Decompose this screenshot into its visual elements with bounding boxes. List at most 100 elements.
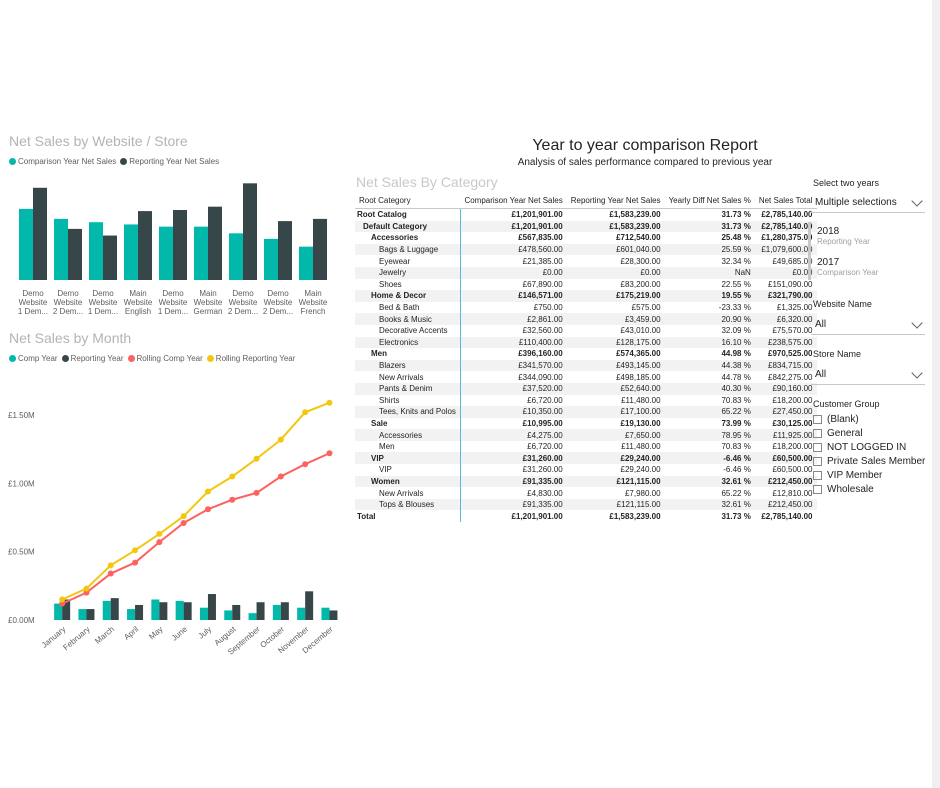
customer-group-option[interactable]: (Blank) [813,412,925,426]
customer-group-option[interactable]: General [813,426,925,440]
table-row[interactable]: Bags & Luggage £478,560.00 £601,040.00 25.5… [355,243,817,256]
bar-comparison[interactable] [229,233,243,280]
table-row[interactable]: Decorative Accents £32,560.00 £43,010.00 32… [355,324,817,337]
line-point[interactable] [326,399,333,406]
legend-item[interactable]: Rolling Comp Year [127,354,203,363]
month-bar[interactable] [329,610,338,620]
table-row[interactable]: VIP £31,260.00 £29,240.00 -6.46 % £60,500.00 [355,464,817,476]
month-bar[interactable] [280,602,289,620]
column-header[interactable]: Reporting Year Net Sales [566,192,665,209]
line-point[interactable] [229,473,236,480]
table-row[interactable]: Blazers £341,570.00 £493,145.00 44.38 % £834… [355,359,817,372]
table-row[interactable]: Eyewear £21,385.00 £28,300.00 32.34 % £49,68… [355,255,817,267]
month-bar[interactable] [224,610,233,620]
column-header[interactable]: Yearly Diff Net Sales % [664,192,755,209]
table-row[interactable]: New Arrivals £4,830.00 £7,980.00 65.22 % £12… [355,487,817,499]
month-bar[interactable] [272,604,281,620]
month-bar[interactable] [159,602,168,620]
bar-comparison[interactable] [194,226,208,280]
line-point[interactable] [204,506,211,513]
month-bar[interactable] [248,613,257,620]
line-point[interactable] [180,519,187,526]
store-slicer-dropdown[interactable]: All [811,365,925,385]
month-bar[interactable] [199,607,208,620]
line-point[interactable] [132,547,139,554]
line-point[interactable] [253,455,260,462]
line-point[interactable] [59,600,66,607]
month-bar[interactable] [127,609,136,620]
table-row[interactable]: Pants & Denim £37,520.00 £52,640.00 40.30 %… [355,382,817,395]
table-row[interactable]: Jewelry £0.00 £0.00 NaN £0.00 [355,266,817,279]
month-bar[interactable] [102,600,111,620]
line-point[interactable] [132,559,139,566]
month-bar[interactable] [175,600,184,620]
bar-reporting[interactable] [278,221,292,280]
table-row[interactable]: Shirts £6,720.00 £11,480.00 70.83 % £18,200.… [355,394,817,407]
month-bar[interactable] [207,594,216,620]
bar-reporting[interactable] [243,183,257,280]
bar-comparison[interactable] [299,246,313,280]
customer-group-option[interactable]: Private Sales Member [813,454,925,468]
line-point[interactable] [277,436,284,443]
year-slicer-dropdown[interactable]: Multiple selections [811,193,925,213]
month-bar[interactable] [305,591,314,620]
line-point[interactable] [204,488,211,495]
line-point[interactable] [180,513,187,520]
legend-item[interactable]: Reporting Year Net Sales [120,157,219,166]
month-bar[interactable] [151,599,160,621]
line-point[interactable] [83,585,90,592]
bar-reporting[interactable] [103,235,117,280]
customer-group-option[interactable]: NOT LOGGED IN [813,440,925,454]
column-header[interactable]: Net Sales Total [754,192,817,209]
table-row[interactable]: Tees, Knits and Polos £10,350.00 £17,100.0… [355,406,817,418]
bar-reporting[interactable] [68,228,82,280]
line-point[interactable] [302,461,309,468]
website-slicer-dropdown[interactable]: All [811,315,925,335]
table-row[interactable]: Shoes £67,890.00 £83,200.00 22.55 % £151,090… [355,278,817,291]
bar-comparison[interactable] [159,226,173,280]
line-point[interactable] [326,450,333,457]
line-point[interactable] [156,530,163,537]
table-row[interactable]: Women £91,335.00 £121,115.00 32.61 % £212,45… [355,475,817,488]
month-bar[interactable] [135,604,144,620]
bar-reporting[interactable] [313,218,327,280]
legend-item[interactable]: Reporting Year [61,354,124,363]
table-row[interactable]: Men £396,160.00 £574,365.00 44.98 % £970,525… [355,348,817,360]
month-bar[interactable] [321,607,330,620]
table-row[interactable]: VIP £31,260.00 £29,240.00 -6.46 % £60,500.00 [355,452,817,465]
customer-group-option[interactable]: VIP Member [813,468,925,482]
line-point[interactable] [59,596,66,603]
table-row[interactable]: Accessories £4,275.00 £7,650.00 78.95 % £11,… [355,429,817,441]
table-row[interactable]: Sale £10,995.00 £19,130.00 73.99 % £30,125.0… [355,417,817,430]
bar-comparison[interactable] [124,224,138,280]
legend-item[interactable]: Comp Year [9,354,58,363]
month-bar[interactable] [62,599,71,621]
line-point[interactable] [253,489,260,496]
line-point[interactable] [302,409,309,416]
year-item-2017[interactable]: 2017 Comparison Year [817,257,878,277]
table-row[interactable]: Books & Music £2,861.00 £3,459.00 20.90 % £6… [355,313,817,325]
month-bar[interactable] [297,607,306,620]
page-scrollbar[interactable] [932,0,940,788]
month-bar[interactable] [110,598,119,620]
bar-reporting[interactable] [33,187,47,280]
table-row[interactable]: Tops & Blouses £91,335.00 £121,115.00 32.61… [355,498,817,511]
month-bar[interactable] [86,609,95,620]
month-bar[interactable] [78,609,87,620]
table-row[interactable]: Default Category £1,201,901.00 £1,583,239.… [355,220,817,233]
legend-item[interactable]: Comparison Year Net Sales [9,157,116,166]
bar-reporting[interactable] [173,210,187,280]
table-row[interactable]: Accessories £567,835.00 £712,540.00 25.48 %… [355,232,817,244]
line-point[interactable] [277,473,284,480]
table-row[interactable]: Root Catalog £1,201,901.00 £1,583,239.00 31… [355,208,817,221]
month-bar[interactable] [232,604,241,620]
column-header[interactable]: Root Category [355,192,461,209]
bar-comparison[interactable] [264,238,278,280]
line-point[interactable] [107,562,114,569]
customer-group-option[interactable]: Wholesale [813,482,925,496]
column-header[interactable]: Comparison Year Net Sales [460,192,567,209]
table-row[interactable]: New Arrivals £344,090.00 £498,185.00 44.78 … [355,371,817,383]
table-row[interactable]: Electronics £110,400.00 £128,175.00 16.10 %… [355,336,817,349]
bar-comparison[interactable] [19,208,33,280]
year-item-2018[interactable]: 2018 Reporting Year [817,226,870,246]
